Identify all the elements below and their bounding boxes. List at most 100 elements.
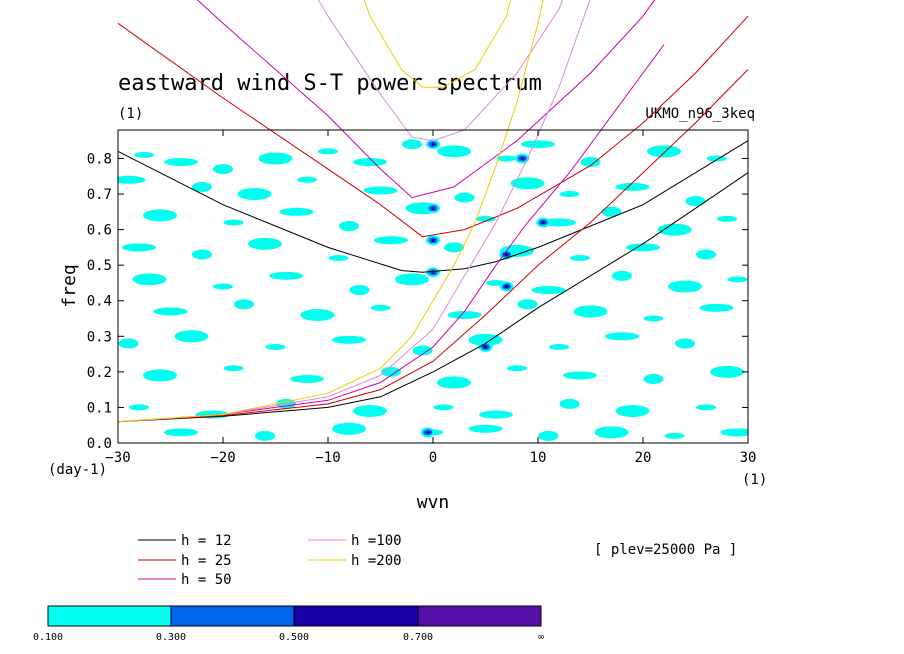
contour-patch — [601, 206, 622, 217]
contour-patch — [643, 315, 664, 322]
legend-label: h =200 — [351, 553, 402, 569]
dispersion-curves — [117, 0, 749, 423]
y-tick-label: 0.6 — [87, 223, 112, 239]
contour-patch — [279, 207, 314, 216]
series-line — [117, 140, 749, 273]
colorbar-label: 0.700 — [403, 632, 433, 643]
contour-patch — [496, 155, 517, 162]
legend-label: h =100 — [351, 533, 402, 549]
contour-patch — [626, 243, 660, 252]
dataset-label: UKMO_n96_3keq — [645, 106, 755, 122]
colorbar-segment — [293, 605, 419, 627]
contour-patch — [643, 373, 664, 384]
contour-patch-peak — [520, 156, 525, 160]
contour-patch-peak — [483, 345, 488, 349]
contour-patch — [328, 255, 349, 262]
plot-frame — [117, 129, 749, 444]
contour-patch — [290, 374, 324, 383]
plev-note: [ plev=25000 Pa ] — [594, 542, 737, 558]
contour-patch — [727, 276, 748, 283]
contour-patch — [129, 404, 149, 411]
contour-patch — [363, 186, 398, 195]
colorbar-label: ∞ — [538, 632, 544, 643]
contour-patch — [143, 369, 177, 382]
y-tick-label: 0.7 — [87, 187, 112, 203]
contour-patch — [192, 249, 212, 260]
contour-patch — [559, 398, 580, 409]
contour-patch — [549, 343, 569, 350]
contour-patch-peak — [431, 206, 435, 210]
contour-patch — [237, 188, 272, 201]
series-line — [117, 0, 544, 423]
y-tick-label: 0.0 — [87, 436, 112, 452]
contour-patch — [573, 305, 608, 318]
contour-patch — [248, 237, 282, 250]
y-tick-label: 0.1 — [87, 400, 112, 416]
contour-fill-layer — [118, 139, 748, 441]
x-axis-title: wvn — [417, 492, 450, 513]
colorbar-label: 0.300 — [156, 632, 186, 643]
contour-patch — [580, 157, 601, 168]
legend-label: h = 12 — [181, 533, 232, 549]
contour-patch — [479, 410, 513, 419]
contour-patch — [454, 192, 475, 203]
chart-subtitle: (1) — [118, 106, 143, 122]
contour-patch — [332, 422, 366, 435]
contour-patch-peak — [541, 220, 546, 224]
contour-patch — [118, 175, 146, 184]
contour-patch — [437, 145, 471, 158]
contour-patch-peak — [425, 430, 430, 434]
contour-patch — [594, 426, 629, 439]
contour-patch — [699, 303, 734, 312]
contour-patch — [134, 151, 155, 158]
contour-patch-peak — [504, 285, 509, 288]
colorbar-segment — [170, 605, 295, 627]
colorbar-segment — [47, 605, 172, 627]
contour-patch-peak — [431, 142, 435, 146]
contour-patch — [255, 430, 275, 441]
contour-patch — [468, 424, 503, 433]
contour-patch — [353, 158, 387, 167]
contour-patch — [531, 286, 566, 295]
series-line — [117, 172, 749, 423]
contour-patch — [370, 304, 391, 311]
contour-patch — [164, 428, 198, 437]
series-line — [117, 0, 591, 423]
contour-patch — [164, 158, 198, 167]
contour-patch — [647, 145, 681, 158]
x-axis-ticks: −30 −20 −10 0 10 20 30 — [105, 130, 756, 466]
contour-patch — [300, 308, 335, 321]
contour-patch — [223, 365, 244, 372]
y-tick-label: 0.3 — [87, 329, 112, 345]
contour-patch — [192, 181, 212, 192]
contour-patch — [332, 335, 366, 344]
contour-patch — [570, 255, 590, 262]
contour-patch — [612, 270, 632, 281]
contour-patch — [615, 182, 650, 191]
contour-patch — [213, 283, 233, 290]
contour-patch — [696, 404, 716, 411]
contour-patch — [444, 242, 464, 253]
colorbar-segment — [417, 605, 542, 627]
legend-label: h = 25 — [181, 553, 232, 569]
contour-patch — [143, 209, 177, 222]
contour-patch — [265, 343, 286, 350]
x-tick-label: 20 — [635, 450, 652, 466]
x-tick-label: −20 — [210, 450, 235, 466]
series-line — [117, 15, 749, 238]
contour-patch — [447, 310, 482, 319]
contour-patch — [615, 404, 650, 417]
contour-patch — [696, 249, 716, 260]
contour-patch — [353, 404, 387, 417]
contour-patch — [374, 236, 408, 245]
series-line — [317, 0, 564, 142]
contour-patch — [118, 338, 139, 349]
contour-patch — [269, 271, 303, 280]
contour-patch — [437, 376, 471, 389]
contour-patch — [720, 428, 748, 437]
legend-label: h = 50 — [181, 572, 232, 588]
contour-patch — [475, 215, 496, 222]
contour-patch — [664, 432, 685, 439]
y-tick-label: 0.8 — [87, 151, 112, 167]
contour-patch — [433, 404, 454, 411]
